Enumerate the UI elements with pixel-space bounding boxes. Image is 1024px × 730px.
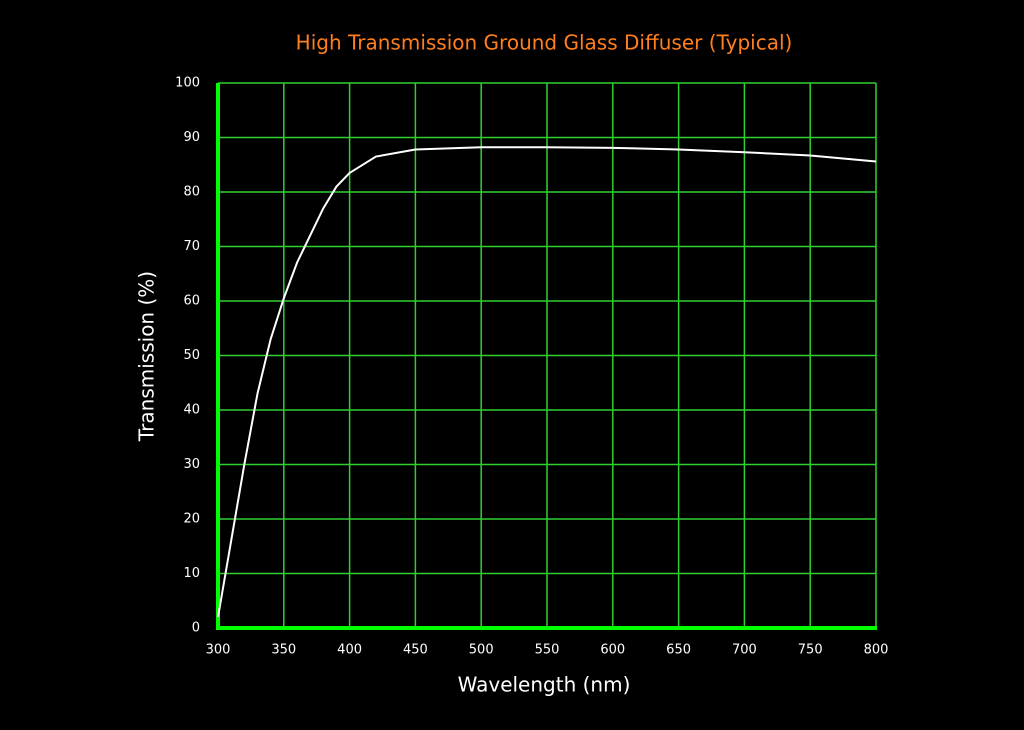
y-axis-label: Transmission (%) [135, 271, 159, 442]
y-tick-label: 20 [183, 512, 200, 527]
y-tick-label: 100 [175, 76, 200, 91]
x-tick-label: 550 [535, 643, 560, 658]
y-tick-label: 50 [183, 348, 200, 363]
x-tick-label: 300 [206, 643, 231, 658]
x-tick-label: 700 [732, 643, 757, 658]
data-line [217, 146, 877, 618]
chart-title: High Transmission Ground Glass Diffuser … [296, 31, 793, 55]
x-tick-label: 500 [469, 643, 494, 658]
y-tick-label: 30 [183, 457, 200, 472]
x-tick-label: 350 [271, 643, 296, 658]
x-tick-label: 800 [864, 643, 889, 658]
y-tick-label: 0 [192, 621, 200, 636]
y-tick-label: 60 [183, 294, 200, 309]
x-tick-label: 750 [798, 643, 823, 658]
y-tick-label: 80 [183, 185, 200, 200]
x-tick-label: 450 [403, 643, 428, 658]
y-tick-label: 40 [183, 403, 200, 418]
y-tick-label: 90 [183, 130, 200, 145]
y-tick-label: 10 [183, 566, 200, 581]
x-tick-label: 650 [666, 643, 691, 658]
x-axis-label: Wavelength (nm) [458, 673, 631, 697]
x-tick-label: 600 [600, 643, 625, 658]
x-tick-label: 400 [337, 643, 362, 658]
y-tick-label: 70 [183, 239, 200, 254]
